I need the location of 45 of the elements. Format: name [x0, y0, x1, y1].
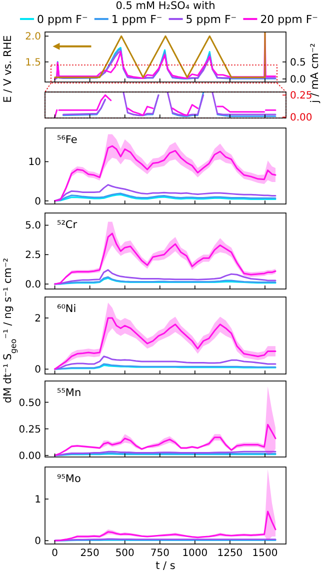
- line-series: [54, 317, 276, 370]
- annotation: ⁵⁵Mn: [57, 387, 82, 399]
- y-tick-label: 0.0: [25, 280, 41, 291]
- x-tick-label: 1000: [182, 548, 208, 559]
- x-axis-title: t / s: [156, 560, 176, 572]
- y2-tick-label: 0.0: [290, 74, 306, 86]
- legend-label: 5 ppm F⁻: [186, 13, 237, 26]
- line-series: [54, 510, 276, 542]
- y2-tick-label: 0.00: [290, 112, 312, 124]
- x-tick-label: 1500: [252, 548, 278, 559]
- y2-tick-label: 0.25: [290, 90, 312, 102]
- line-series: [54, 232, 276, 285]
- x-tick-label: 500: [115, 548, 134, 559]
- y-tick-label: 1: [34, 494, 41, 506]
- line-series: [54, 269, 276, 285]
- y-tick-label: 0.25: [18, 424, 41, 436]
- y-tick-label: 0: [34, 364, 41, 376]
- x-tick-label: 250: [80, 548, 100, 559]
- x-tick-label: 1250: [217, 548, 243, 559]
- y-tick-label: 0: [34, 196, 41, 208]
- y-tick-label: 1.5: [25, 57, 41, 68]
- y-tick-label: 0.00: [18, 450, 41, 462]
- y-tick-label: 0.50: [18, 398, 41, 409]
- line-series: [54, 356, 276, 370]
- annotation: ⁵²Cr: [57, 219, 78, 231]
- y2-tick-label: 0.5: [290, 57, 306, 68]
- y-tick-label: 2: [34, 313, 41, 324]
- annotation: ⁶⁰Ni: [57, 303, 76, 315]
- line-series: [54, 424, 276, 456]
- annotation: ⁵⁶Fe: [57, 134, 78, 146]
- legend-label: 0 ppm F⁻: [37, 13, 88, 26]
- legend-label: 20 ppm F⁻: [260, 13, 318, 26]
- x-tick-label: 750: [150, 548, 170, 559]
- x-tick-label: 0: [52, 548, 58, 559]
- y-tick-label: 5.0: [25, 220, 41, 232]
- y-tick-label: 2.0: [25, 32, 41, 43]
- y-axis-title: E / V vs. RHE: [2, 35, 14, 103]
- legend-label: 1 ppm F⁻: [111, 13, 162, 26]
- chart-title: 0.5 mM H₂SO₄ with: [116, 0, 216, 12]
- y-tick-label: 10: [28, 157, 41, 168]
- y-tick-label: 2.5: [25, 250, 41, 262]
- y-tick-label: 0: [34, 536, 41, 548]
- annotation: ⁹⁵Mo: [57, 473, 81, 485]
- line-series: [54, 145, 276, 202]
- line-series: [54, 184, 276, 202]
